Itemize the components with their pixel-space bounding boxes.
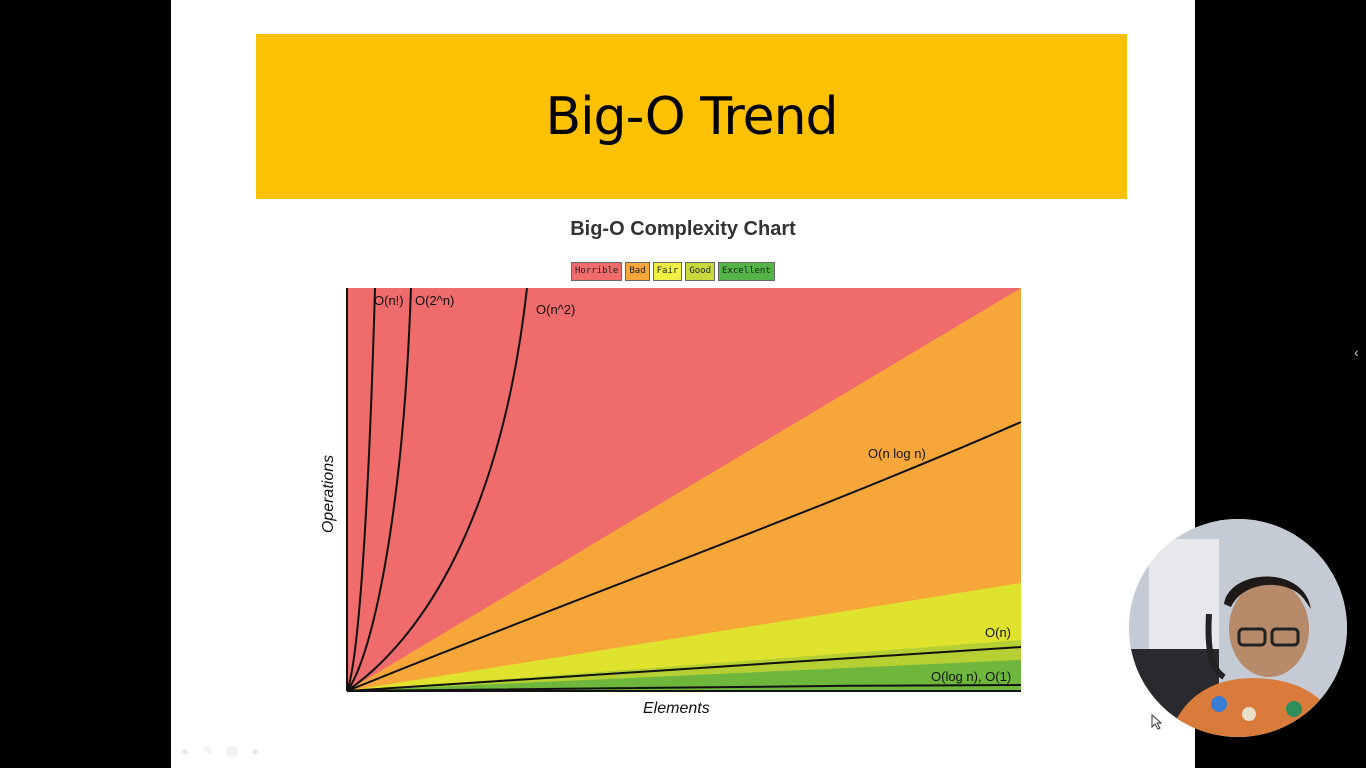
label-o-n-factorial: O(n!) — [374, 293, 404, 308]
webcam-overlay — [1129, 519, 1347, 737]
x-axis-label: Elements — [643, 700, 710, 717]
curve-o-n-squared — [346, 287, 528, 692]
pen-icon[interactable]: ✎ — [202, 744, 214, 758]
mouse-cursor-icon — [1151, 713, 1163, 735]
curve-o-n — [346, 646, 1022, 692]
curve-o-n-log-n — [346, 421, 1022, 692]
slide-controls: ◂ ✎ ▤ ▸ — [177, 744, 263, 758]
curve-o-log-n — [346, 684, 1022, 692]
region-excellent — [347, 660, 1021, 691]
legend-excellent: Excellent — [718, 262, 775, 281]
curve-o-n-factorial — [346, 287, 376, 692]
menu-icon[interactable]: ▤ — [226, 744, 238, 758]
prev-slide-icon[interactable]: ◂ — [180, 744, 188, 758]
chart-legend: Horrible Bad Fair Good Excellent — [571, 262, 775, 281]
slide: Big-O Trend Big-O Complexity Chart Horri… — [171, 0, 1195, 768]
y-axis-label: Operations — [320, 455, 337, 533]
label-o-n-squared: O(n^2) — [536, 302, 575, 317]
next-slide-icon[interactable]: ▸ — [252, 744, 260, 758]
label-o-n-log-n: O(n log n) — [868, 446, 926, 461]
region-bad — [347, 288, 1021, 691]
curve-o-2-n — [346, 287, 412, 692]
label-o-n: O(n) — [985, 625, 1011, 640]
legend-horrible: Horrible — [571, 262, 623, 281]
slide-title: Big-O Trend — [545, 86, 838, 147]
chevron-left-icon[interactable]: ‹ — [1354, 344, 1359, 360]
label-o-log-n: O(log n), O(1) — [931, 669, 1011, 684]
legend-good: Good — [685, 262, 715, 281]
label-o-2-n: O(2^n) — [415, 293, 454, 308]
presenter-video — [1129, 519, 1347, 737]
legend-bad: Bad — [625, 262, 650, 281]
title-banner: Big-O Trend — [256, 34, 1127, 199]
complexity-chart: O(n!) O(2^n) O(n^2) O(n log n) O(n) O(lo… — [320, 287, 1022, 717]
legend-fair: Fair — [652, 262, 683, 281]
chart-title: Big-O Complexity Chart — [570, 218, 796, 240]
